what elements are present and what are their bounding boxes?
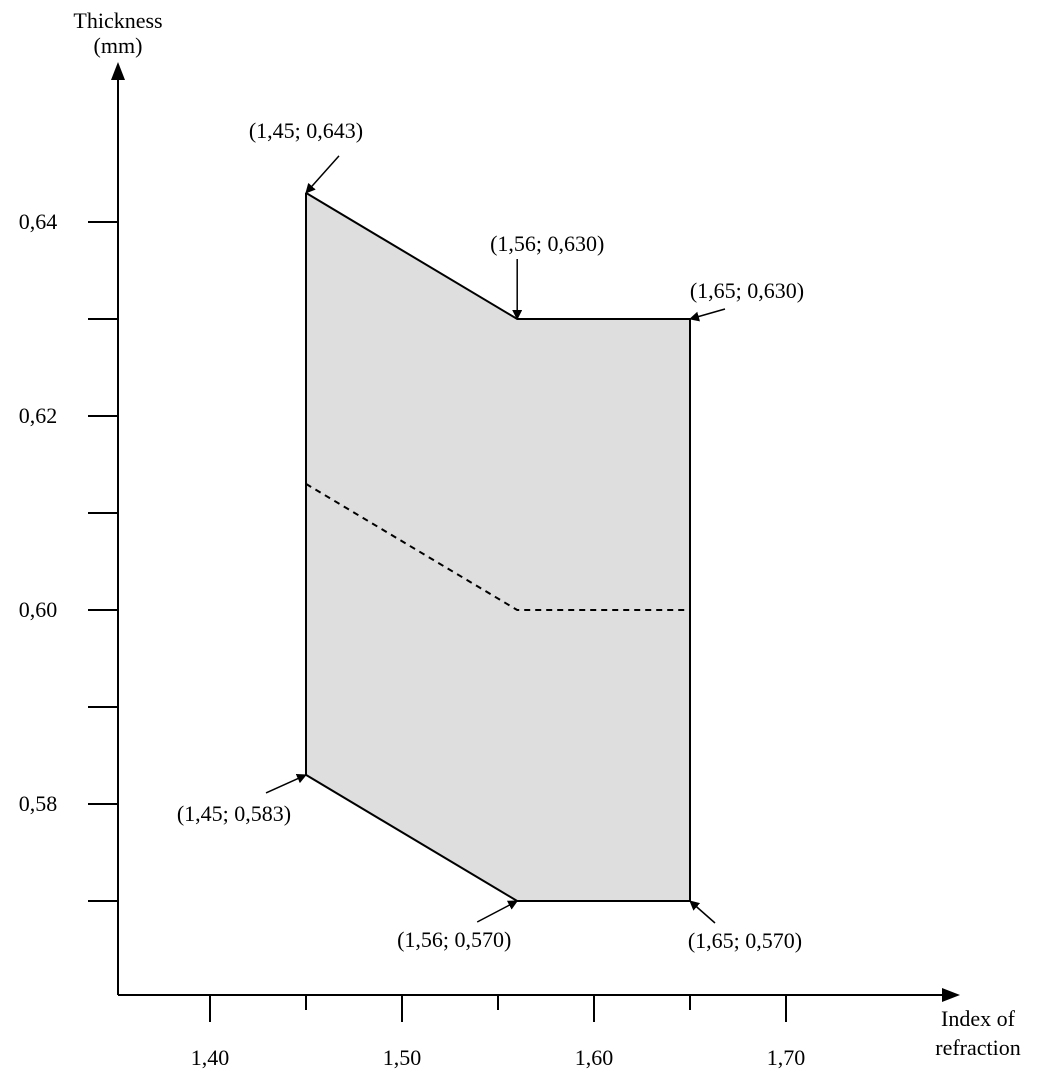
x-tick-label: 1,70 [767,1045,806,1070]
plot-area: 0,64 0,62 0,60 0,58 1,40 1,50 1,60 1,70 (1,45; 0… [19,118,806,1070]
point-label: (1,65; 0,630) [690,278,804,303]
x-axis-title-line1: Index of [941,1006,1016,1031]
x-axis-title-line2: refraction [935,1035,1021,1060]
x-tick-label: 1,40 [191,1045,230,1070]
y-tick-label: 0,62 [19,403,58,428]
point-label: (1,56; 0,570) [397,927,511,952]
point-arrow [265,774,307,794]
y-tick-label: 0,64 [19,209,58,234]
point-label: (1,56; 0,630) [490,231,604,256]
point-arrow [305,155,340,194]
x-tick-label: 1,50 [383,1045,422,1070]
point-arrow [689,308,726,322]
x-axis-arrowhead [942,988,960,1002]
point-label: (1,65; 0,570) [688,928,802,953]
y-axis-arrowhead [111,62,125,80]
point-arrow [476,900,519,923]
point-label: (1,45; 0,583) [177,801,291,826]
y-axis-title-line2: (mm) [94,33,143,58]
middle-dashed-line [305,483,690,611]
feasible-region [306,192,690,901]
y-tick-label: 0,60 [19,597,58,622]
point-arrow [689,900,716,924]
y-axis-title-line1: Thickness [73,8,162,33]
point-label: (1,45; 0,643) [249,118,363,143]
x-tick-label: 1,60 [575,1045,614,1070]
y-tick-label: 0,58 [19,791,58,816]
